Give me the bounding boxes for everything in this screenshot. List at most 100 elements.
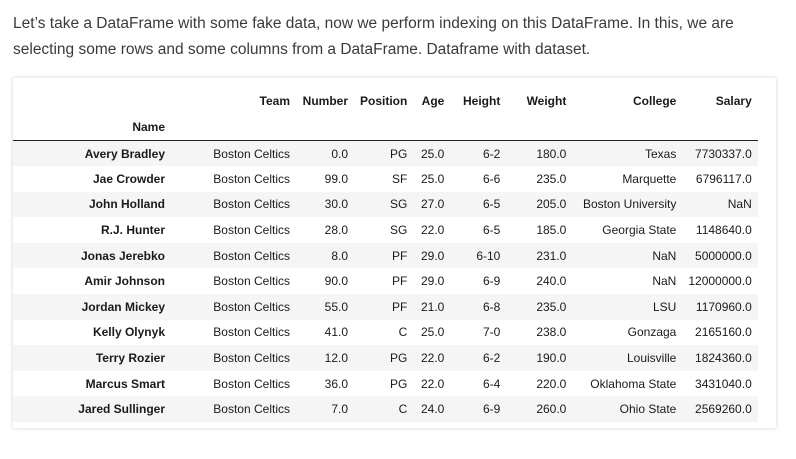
- table-cell: 205.0: [536, 197, 567, 212]
- table-cell: NaN: [727, 197, 752, 212]
- table-cell: 190.0: [536, 351, 567, 366]
- table-cell: NaN: [652, 248, 677, 263]
- table-cell: Boston Celtics: [213, 274, 290, 289]
- table-cell: Texas: [644, 146, 677, 161]
- table-row: Amir Johnson Boston Celtics 90.0 PF 29.0 6-9 2…: [13, 268, 758, 294]
- table-cell: 235.0: [536, 299, 567, 314]
- table-cell: Boston Celtics: [213, 197, 290, 212]
- row-index-name: Jae Crowder: [92, 171, 165, 186]
- table-cell: 12.0: [324, 351, 348, 366]
- row-index-name: R.J. Hunter: [100, 223, 165, 238]
- table-cell: 2165160.0: [695, 325, 752, 340]
- table-cell: SG: [390, 223, 408, 238]
- table-cell: 6-9: [483, 402, 501, 417]
- table-cell: 6-5: [483, 223, 501, 238]
- column-header: College: [633, 94, 677, 108]
- table-cell: 28.0: [324, 223, 348, 238]
- table-cell: 36.0: [324, 376, 348, 391]
- table-cell: 6796117.0: [695, 171, 752, 186]
- row-index-name: Marcus Smart: [85, 376, 165, 391]
- table-cell: Boston University: [582, 197, 677, 212]
- table-cell: 29.0: [420, 248, 445, 263]
- table-row: Jae Crowder Boston Celtics 99.0 SF 25.0 6-6 23…: [13, 166, 758, 192]
- column-header: Weight: [526, 94, 567, 108]
- table-cell: PF: [392, 248, 408, 263]
- table-body: Avery Bradley Boston Celtics 0.0 PG 25.0 6-2 1…: [13, 140, 758, 423]
- table-cell: C: [398, 325, 408, 340]
- table-row: Marcus Smart Boston Celtics 36.0 PG 22.0 6-4 2…: [13, 371, 758, 397]
- table-cell: 6-2: [483, 351, 501, 366]
- table-cell: 22.0: [420, 223, 445, 238]
- table-cell: 6-5: [483, 197, 501, 212]
- table-cell: 29.0: [420, 274, 445, 289]
- table-cell: 240.0: [536, 274, 567, 289]
- table-row: Terry Rozier Boston Celtics 12.0 PG 22.0 6-2 1…: [13, 345, 758, 371]
- table-cell: 235.0: [536, 171, 567, 186]
- column-header: Height: [463, 94, 501, 108]
- row-index-name: Jordan Mickey: [81, 299, 165, 314]
- table-cell: Marquette: [622, 171, 677, 186]
- index-corner: [13, 88, 171, 114]
- table-cell: 99.0: [324, 171, 348, 186]
- table-cell: Boston Celtics: [213, 376, 290, 391]
- table-cell: 6-9: [483, 274, 501, 289]
- table-cell: 21.0: [420, 299, 445, 314]
- dataframe-card: Team Number Position Age Height Weight C…: [13, 78, 776, 428]
- table-cell: C: [398, 402, 408, 417]
- table-cell: 6-2: [483, 146, 501, 161]
- table-cell: 5000000.0: [695, 248, 752, 263]
- table-cell: 185.0: [536, 223, 567, 238]
- index-name-row: Name: [13, 114, 758, 141]
- table-cell: 8.0: [331, 248, 348, 263]
- table-cell: 1170960.0: [695, 299, 752, 314]
- table-cell: Boston Celtics: [213, 351, 290, 366]
- table-cell: Boston Celtics: [213, 248, 290, 263]
- table-row: Avery Bradley Boston Celtics 0.0 PG 25.0 6-2 1…: [13, 140, 758, 167]
- table-cell: 25.0: [420, 146, 445, 161]
- table-cell: 7-0: [483, 325, 501, 340]
- intro-line-2: selecting some rows and some columns fro…: [13, 41, 591, 58]
- table-row: Jordan Mickey Boston Celtics 55.0 PF 21.0 6-8…: [13, 294, 758, 320]
- column-header: Age: [421, 94, 445, 108]
- column-header: Number: [302, 94, 348, 108]
- table-cell: Oklahoma State: [590, 376, 677, 391]
- table-cell: PG: [390, 376, 408, 391]
- row-index-name: Kelly Olynyk: [92, 325, 165, 340]
- table-cell: 30.0: [324, 197, 348, 212]
- table-cell: Boston Celtics: [213, 171, 290, 186]
- table-cell: 7730337.0: [695, 146, 752, 161]
- table-cell: Boston Celtics: [213, 223, 290, 238]
- intro-line-1: Let’s take a DataFrame with some fake da…: [13, 15, 734, 32]
- column-header-row: Team Number Position Age Height Weight C…: [13, 88, 758, 114]
- table-row: Jared Sullinger Boston Celtics 7.0 C 24.0 6-9…: [13, 396, 758, 423]
- table-cell: Georgia State: [602, 223, 677, 238]
- row-index-name: Jared Sullinger: [78, 402, 165, 417]
- row-index-name: John Holland: [89, 197, 165, 212]
- table-cell: 6-4: [483, 376, 501, 391]
- table-cell: 27.0: [420, 197, 445, 212]
- table-cell: 22.0: [420, 376, 445, 391]
- column-header: Position: [360, 94, 408, 108]
- table-cell: 6-10: [476, 248, 501, 263]
- table-cell: PF: [392, 274, 408, 289]
- table-cell: 24.0: [420, 402, 445, 417]
- table-cell: Boston Celtics: [213, 146, 290, 161]
- index-name: Name: [132, 120, 165, 134]
- table-row: Jonas Jerebko Boston Celtics 8.0 PF 29.0 6-10…: [13, 242, 758, 269]
- table-row: Kelly Olynyk Boston Celtics 41.0 C 25.0 7-0 23…: [13, 320, 758, 346]
- table-cell: SF: [392, 171, 408, 186]
- table-cell: 90.0: [324, 274, 348, 289]
- table-cell: 6-8: [483, 299, 501, 314]
- table-cell: 12000000.0: [688, 274, 752, 289]
- table-cell: 0.0: [331, 146, 348, 161]
- table-cell: 22.0: [420, 351, 445, 366]
- table-cell: Louisville: [626, 351, 677, 366]
- table-cell: Boston Celtics: [213, 299, 290, 314]
- row-index-name: Terry Rozier: [95, 351, 165, 366]
- table-cell: 41.0: [324, 325, 348, 340]
- row-index-name: Jonas Jerebko: [80, 248, 165, 263]
- table-cell: 220.0: [536, 376, 567, 391]
- table-cell: PG: [390, 146, 408, 161]
- table-row: John Holland Boston Celtics 30.0 SG 27.0 6-5 2…: [13, 191, 758, 218]
- table-cell: NaN: [652, 274, 677, 289]
